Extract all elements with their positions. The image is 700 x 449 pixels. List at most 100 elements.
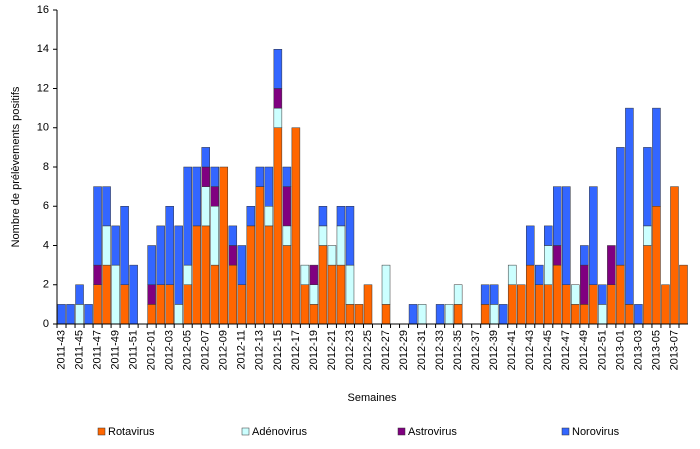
- bar-segment: [553, 245, 562, 266]
- legend-label: Norovirus: [572, 426, 620, 438]
- bar-segment: [318, 206, 328, 227]
- x-tick-label: 2012-15: [272, 330, 284, 370]
- bar-segment: [273, 88, 283, 109]
- bar-segment: [679, 264, 688, 325]
- bar-segment: [84, 304, 93, 325]
- bar-segment: [643, 245, 652, 325]
- x-tick-label: 2012-37: [470, 330, 482, 370]
- x-tick-label: 2012-29: [398, 330, 410, 370]
- x-tick-label: 2012-07: [200, 330, 212, 370]
- bar-segment: [453, 304, 463, 325]
- bar-segment: [111, 264, 120, 325]
- bar-segment: [625, 304, 634, 325]
- legend-swatch: [241, 427, 250, 436]
- x-tick-label: 2012-45: [542, 330, 554, 370]
- bar-segment: [66, 304, 75, 325]
- x-tick-label: 2013-01: [614, 330, 626, 370]
- bar-segment: [318, 225, 328, 246]
- bar-segment: [535, 264, 544, 285]
- y-tick-label: 14: [37, 43, 49, 55]
- bar-segment: [174, 304, 183, 325]
- bar-segment: [652, 107, 661, 207]
- y-tick-label: 12: [37, 82, 49, 94]
- y-tick-label: 16: [37, 4, 49, 16]
- bar-segment: [607, 245, 616, 285]
- bar-segment: [102, 225, 111, 266]
- bar-segment: [580, 304, 589, 325]
- bar-segment: [165, 206, 174, 285]
- x-tick-label: 2012-25: [362, 330, 374, 370]
- bar-segment: [489, 284, 499, 305]
- x-tick-label: 2012-01: [146, 330, 158, 370]
- bar-segment: [156, 284, 165, 325]
- bar-segment: [237, 245, 247, 285]
- bar-segment: [345, 264, 355, 305]
- y-axis-title: Nombre de prélèvements positifs: [10, 86, 22, 247]
- bar-segment: [652, 206, 661, 325]
- x-tick-label: 2012-09: [218, 330, 230, 370]
- bar-segment: [363, 284, 373, 325]
- bar-segment: [336, 225, 346, 266]
- bar-segment: [264, 206, 274, 227]
- x-tick-label: 2011-45: [73, 330, 85, 370]
- legend-label: Astrovirus: [408, 426, 457, 438]
- bar-segment: [580, 264, 589, 305]
- bar-segment: [336, 206, 346, 227]
- bar-segment: [318, 245, 328, 325]
- bar-segment: [643, 225, 652, 246]
- bar-segment: [93, 284, 102, 325]
- x-tick-label: 2013-05: [650, 330, 662, 370]
- bar-segment: [408, 304, 418, 325]
- x-tick-label: 2012-49: [578, 330, 590, 370]
- bar-segment: [228, 245, 238, 266]
- legend-swatch: [561, 427, 570, 436]
- legend-label: Adénovirus: [252, 426, 308, 438]
- bar-segment: [498, 304, 508, 325]
- bar-segment: [129, 264, 138, 325]
- bar-segment: [210, 264, 220, 325]
- x-axis-title: Semaines: [348, 392, 397, 404]
- x-tick-label: 2011-49: [109, 330, 121, 370]
- bar-segment: [147, 245, 156, 285]
- x-tick-label: 2012-19: [308, 330, 320, 370]
- bar-segment: [553, 186, 562, 246]
- y-tick-label: 8: [43, 161, 49, 173]
- legend-swatch: [97, 427, 106, 436]
- bar-segment: [102, 264, 111, 325]
- bar-segment: [480, 304, 490, 325]
- bar-segment: [336, 264, 346, 325]
- bar-segment: [201, 147, 210, 168]
- bar-segment: [282, 225, 292, 246]
- x-tick-label: 2012-35: [452, 330, 464, 370]
- bar-segment: [210, 186, 220, 207]
- bar-segment: [381, 304, 391, 325]
- bar-segment: [273, 49, 283, 89]
- bar-segment: [535, 284, 544, 325]
- bar-segment: [174, 225, 183, 305]
- bar-segment: [489, 304, 499, 325]
- bar-segment: [525, 264, 535, 325]
- bar-segment: [282, 166, 292, 187]
- bar-segment: [183, 166, 192, 266]
- bar-segment: [616, 264, 625, 325]
- bar-segment: [210, 166, 220, 187]
- bar-segment: [598, 304, 607, 325]
- bar-segment: [661, 284, 670, 325]
- bar-segment: [327, 264, 337, 325]
- x-tick-label: 2013-03: [632, 330, 644, 370]
- bar-segment: [670, 186, 679, 325]
- y-tick-label: 0: [43, 318, 49, 330]
- y-tick-label: 6: [43, 200, 49, 212]
- bar-segment: [93, 186, 102, 266]
- bar-segment: [516, 284, 526, 325]
- bar-segment: [219, 166, 229, 325]
- x-tick-label: 2012-41: [506, 330, 518, 370]
- bar-segment: [507, 264, 517, 285]
- legend-swatch: [397, 427, 406, 436]
- bar-segment: [102, 186, 111, 227]
- bar-segment: [75, 284, 84, 305]
- bar-segment: [201, 166, 210, 187]
- bar-segment: [327, 245, 337, 266]
- x-tick-label: 2011-43: [55, 330, 67, 370]
- bar-segment: [634, 304, 643, 325]
